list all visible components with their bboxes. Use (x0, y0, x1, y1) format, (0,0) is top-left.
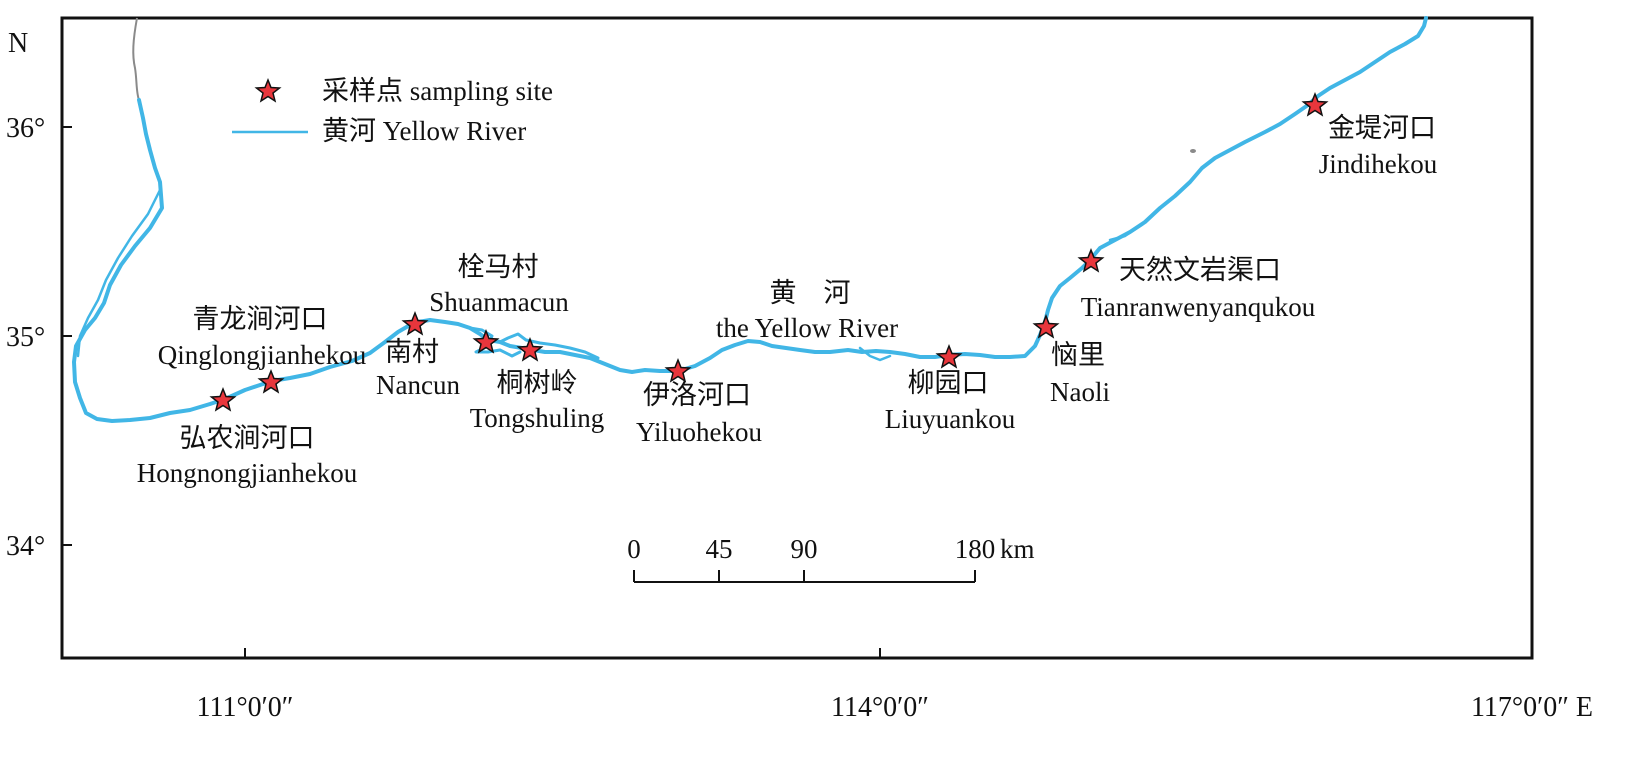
site-label-zh-nancun: 南村 (385, 337, 439, 367)
site-label-en-yiluohekou: Yiluohekou (636, 417, 762, 447)
site-label-en-naoli: Naoli (1050, 377, 1110, 407)
site-label-en-nancun: Nancun (376, 370, 460, 400)
site-label-zh-jindihekou: 金堤河口 (1328, 113, 1436, 143)
site-star-icon-qinglongjianhekou (257, 368, 285, 394)
lat-tick-label: 34° (6, 531, 45, 562)
site-star-icon-hongnongjianhekou (209, 386, 237, 412)
site-star-icon-naoli (1032, 313, 1060, 339)
site-label-zh-yiluohekou: 伊洛河口 (643, 380, 751, 410)
scale-bar-label: 45 (706, 534, 733, 564)
lon-tick-label: 117°0′0″ E (1471, 692, 1593, 723)
site-label-en-tongshuling: Tongshuling (470, 403, 605, 433)
scale-bar: 0 45 90 180 km (627, 534, 1035, 583)
scale-bar-label: 90 (791, 534, 818, 564)
site-label-en-qinglongjianhekou: Qinglongjianhekou (158, 340, 367, 370)
yellow-river-branch (1108, 214, 1154, 242)
site-label-zh-hongnongjianhekou: 弘农涧河口 (180, 423, 315, 453)
site-label-zh-tongshuling: 桐树岭 (497, 368, 578, 398)
lat-tick-label: 36° (6, 113, 45, 144)
site-label-zh-naoli: 恼里 (1051, 340, 1105, 370)
river-label-en: the Yellow River (716, 313, 898, 343)
site-label-en-liuyuankou: Liuyuankou (885, 404, 1016, 434)
site-star-icon-tianranwenyanqukou (1077, 247, 1105, 273)
site-star-icon-yiluohekou (664, 357, 692, 383)
sampling-sites (209, 91, 1329, 412)
site-star-icon-jindihekou (1301, 91, 1329, 117)
site-label-zh-liuyuankou: 柳园口 (908, 368, 989, 398)
river-label-zh: 黄 河 (770, 278, 851, 308)
site-label-en-shuanmacun: Shuanmacun (429, 287, 569, 317)
site-star-icon-liuyuankou (935, 343, 963, 369)
map-frame (60, 16, 1534, 660)
site-label-zh-qinglongjianhekou: 青龙涧河口 (193, 304, 328, 334)
lon-tick-label: 114°0′0″ (831, 692, 929, 723)
islet-shape (1190, 149, 1196, 153)
legend-site-star-icon (254, 77, 282, 103)
site-label-en-tianranwenyanqukou: Tianranwenyanqukou (1081, 292, 1316, 322)
lat-tick-label: 35° (6, 322, 45, 353)
legend-site-label: 采样点 sampling site (322, 76, 553, 106)
site-label-zh-shuanmacun: 栓马村 (458, 252, 539, 282)
scale-bar-label: 0 (627, 534, 641, 564)
legend-river-label: 黄河 Yellow River (322, 116, 526, 146)
yellow-river-branch (858, 346, 892, 362)
site-star-icon-nancun (472, 328, 500, 354)
site-star-icon-shuanmacun (401, 310, 429, 336)
lon-tick-label: 111°0′0″ (197, 692, 294, 723)
north-label: N (8, 28, 28, 59)
scale-bar-unit: km (1000, 534, 1035, 564)
site-label-en-jindihekou: Jindihekou (1319, 149, 1438, 179)
site-star-icon-tongshuling (516, 336, 544, 362)
yellow-river-channel (76, 188, 162, 358)
yellow-river-reservoir (498, 332, 600, 360)
tributary-line (132, 17, 140, 101)
site-label-en-hongnongjianhekou: Hongnongjianhekou (137, 458, 358, 488)
site-label-zh-tianranwenyanqukou: 天然文岩渠口 (1119, 255, 1281, 285)
scale-bar-label: 180 (955, 534, 996, 564)
